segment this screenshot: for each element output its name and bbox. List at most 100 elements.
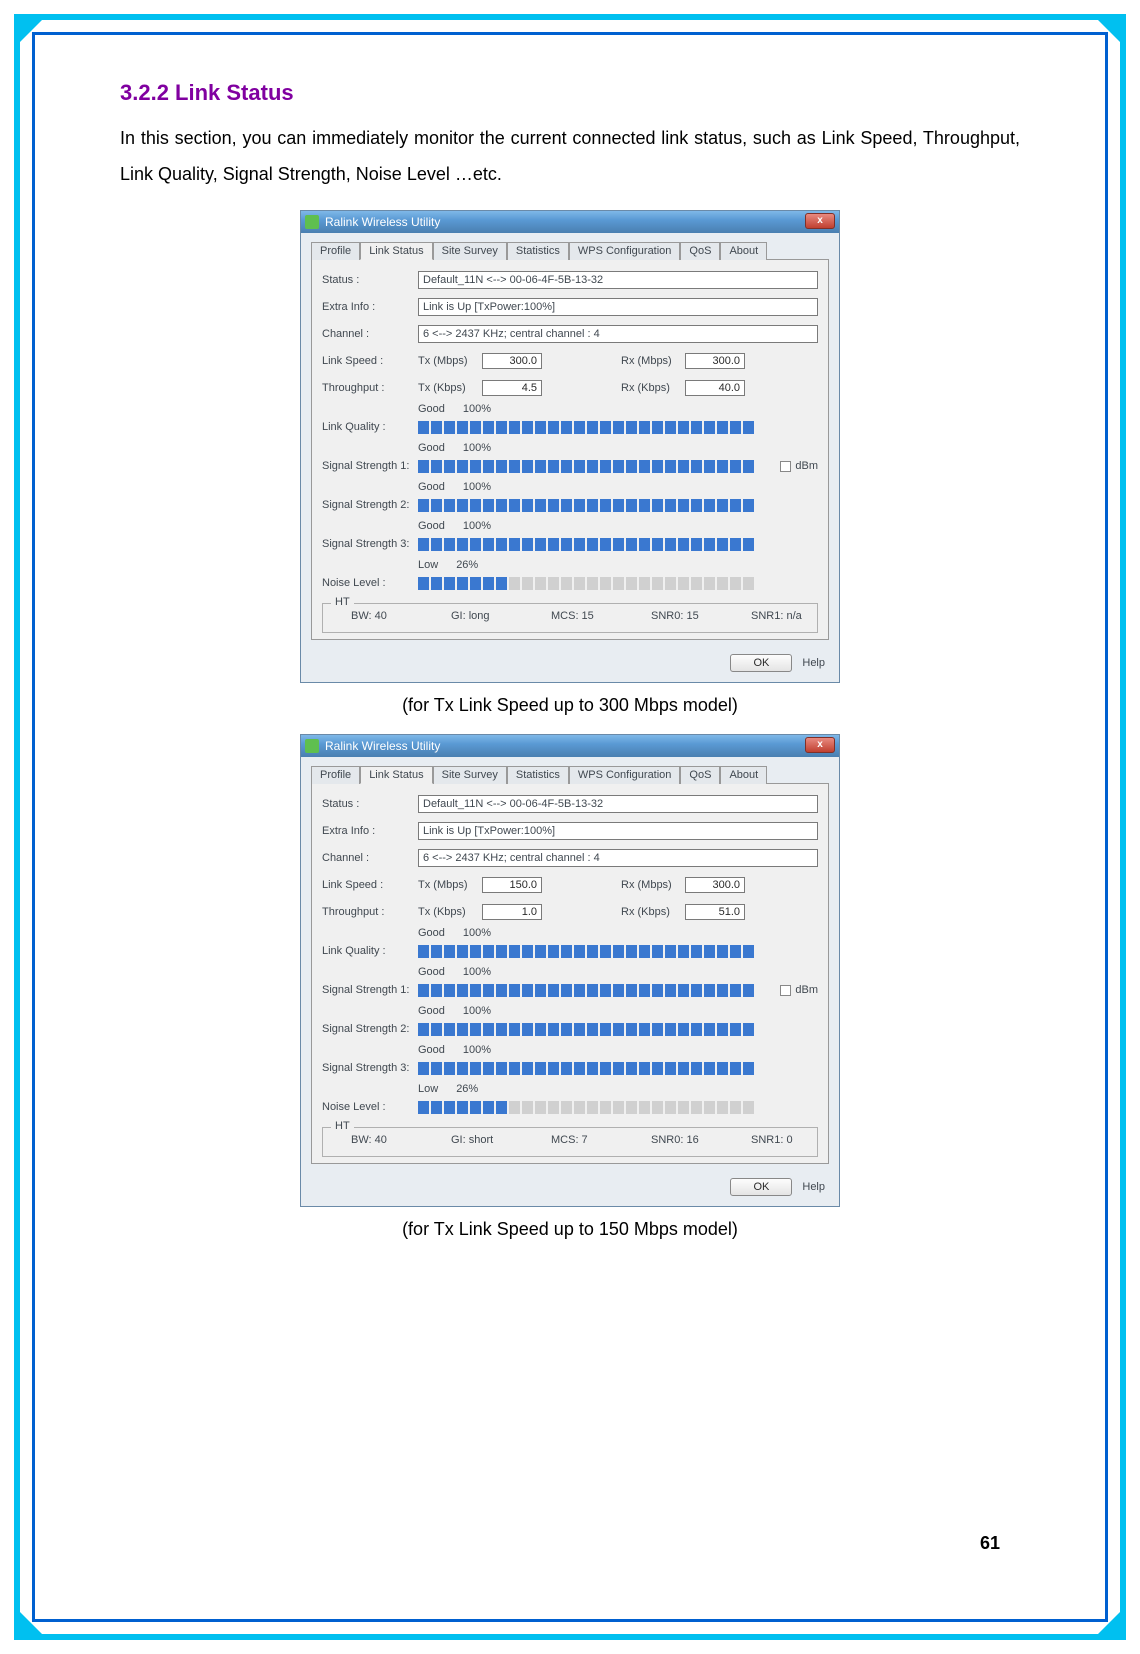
quality-bar-row: Signal Strength 1:dBm <box>322 978 818 1002</box>
tab-qos[interactable]: QoS <box>680 242 720 260</box>
bar-segment <box>470 577 481 590</box>
bar-segment <box>730 499 741 512</box>
bar-segment <box>626 1023 637 1036</box>
bar-segment <box>522 1062 533 1075</box>
tab-wps-configuration[interactable]: WPS Configuration <box>569 766 681 784</box>
bar-segment <box>639 1062 650 1075</box>
label-throughput: Throughput : <box>322 906 412 918</box>
bar-segment <box>509 421 520 434</box>
bar-segment <box>730 984 741 997</box>
rx-kbps-value: 51.0 <box>685 904 745 920</box>
bar-segment <box>535 945 546 958</box>
bar-segment <box>574 421 585 434</box>
quality-row: Good100% <box>322 1044 818 1056</box>
bar-segment <box>743 421 754 434</box>
bar-segment <box>522 577 533 590</box>
bar-segment <box>730 421 741 434</box>
label-channel: Channel : <box>322 328 412 340</box>
dbm-label: dBm <box>795 460 818 472</box>
bar-segment <box>587 421 598 434</box>
bar-segment <box>600 460 611 473</box>
bar-segment <box>704 538 715 551</box>
dbm-checkbox[interactable] <box>780 985 791 996</box>
tab-profile[interactable]: Profile <box>311 242 360 260</box>
bar-segment <box>483 1062 494 1075</box>
bar-segment <box>509 1101 520 1114</box>
bar-segment <box>574 538 585 551</box>
tab-link-status[interactable]: Link Status <box>360 766 432 784</box>
tab-statistics[interactable]: Statistics <box>507 242 569 260</box>
bar-segment <box>457 1023 468 1036</box>
bar-segment <box>496 1062 507 1075</box>
bar-segment <box>652 1023 663 1036</box>
tab-site-survey[interactable]: Site Survey <box>433 242 507 260</box>
bar-segment <box>522 984 533 997</box>
quality-pct: 100% <box>463 520 491 532</box>
ht-legend: HT <box>331 1120 354 1132</box>
quality-label: Good <box>418 442 445 454</box>
quality-row: Good100% <box>322 1005 818 1017</box>
bar-segment <box>639 577 650 590</box>
bar-segment <box>691 460 702 473</box>
bar-segment <box>548 421 559 434</box>
dbm-checkbox[interactable] <box>780 461 791 472</box>
help-link[interactable]: Help <box>802 654 825 672</box>
help-link[interactable]: Help <box>802 1178 825 1196</box>
bar-segment <box>743 1023 754 1036</box>
bar-segment <box>431 577 442 590</box>
tab-profile[interactable]: Profile <box>311 766 360 784</box>
bar-segment <box>613 577 624 590</box>
close-button[interactable]: x <box>805 213 835 229</box>
bar-segment <box>431 945 442 958</box>
bar-segment <box>561 577 572 590</box>
bar-segment <box>678 1101 689 1114</box>
bar-segment <box>483 984 494 997</box>
extra-field: Link is Up [TxPower:100%] <box>418 298 818 316</box>
bar-segment <box>535 1062 546 1075</box>
tab-about[interactable]: About <box>720 242 767 260</box>
tab-link-status[interactable]: Link Status <box>360 242 432 260</box>
quality-label: Good <box>418 927 445 939</box>
bar-segment <box>431 984 442 997</box>
tab-site-survey[interactable]: Site Survey <box>433 766 507 784</box>
tab-statistics[interactable]: Statistics <box>507 766 569 784</box>
close-button[interactable]: x <box>805 737 835 753</box>
ht-group: HTBW: 40GI: longMCS: 15SNR0: 15SNR1: n/a <box>322 603 818 633</box>
bar-segment <box>704 945 715 958</box>
ht-gi: GI: short <box>451 1134 521 1146</box>
status-field: Default_11N <--> 00-06-4F-5B-13-32 <box>418 271 818 289</box>
bar-segment <box>457 945 468 958</box>
quality-bar-row: Link Quality : <box>322 415 818 439</box>
bar-segment <box>561 421 572 434</box>
bar-segment <box>431 1023 442 1036</box>
label-tx-kbps: Tx (Kbps) <box>418 382 476 394</box>
ok-button[interactable]: OK <box>730 1178 792 1196</box>
bar-segment <box>730 1062 741 1075</box>
bar-segment <box>457 460 468 473</box>
field-label: Signal Strength 2: <box>322 1023 412 1035</box>
bar-segment <box>743 538 754 551</box>
bar-segment <box>678 1062 689 1075</box>
bar-segment <box>587 577 598 590</box>
bar-segment <box>743 984 754 997</box>
bar-segment <box>665 538 676 551</box>
bar-segment <box>574 577 585 590</box>
bar-segment <box>678 945 689 958</box>
bar-segment <box>496 1101 507 1114</box>
section-heading: 3.2.2 Link Status <box>120 80 1020 106</box>
rx-mbps-value: 300.0 <box>685 353 745 369</box>
bar-segment <box>470 1023 481 1036</box>
ok-button[interactable]: OK <box>730 654 792 672</box>
signal-bar <box>418 421 818 434</box>
dbm-label: dBm <box>795 984 818 996</box>
bar-segment <box>548 460 559 473</box>
quality-label: Low <box>418 559 438 571</box>
tab-qos[interactable]: QoS <box>680 766 720 784</box>
tab-wps-configuration[interactable]: WPS Configuration <box>569 242 681 260</box>
bar-segment <box>665 460 676 473</box>
bar-segment <box>444 421 455 434</box>
quality-label: Low <box>418 1083 438 1095</box>
tab-about[interactable]: About <box>720 766 767 784</box>
bar-segment <box>613 945 624 958</box>
bar-segment <box>444 577 455 590</box>
